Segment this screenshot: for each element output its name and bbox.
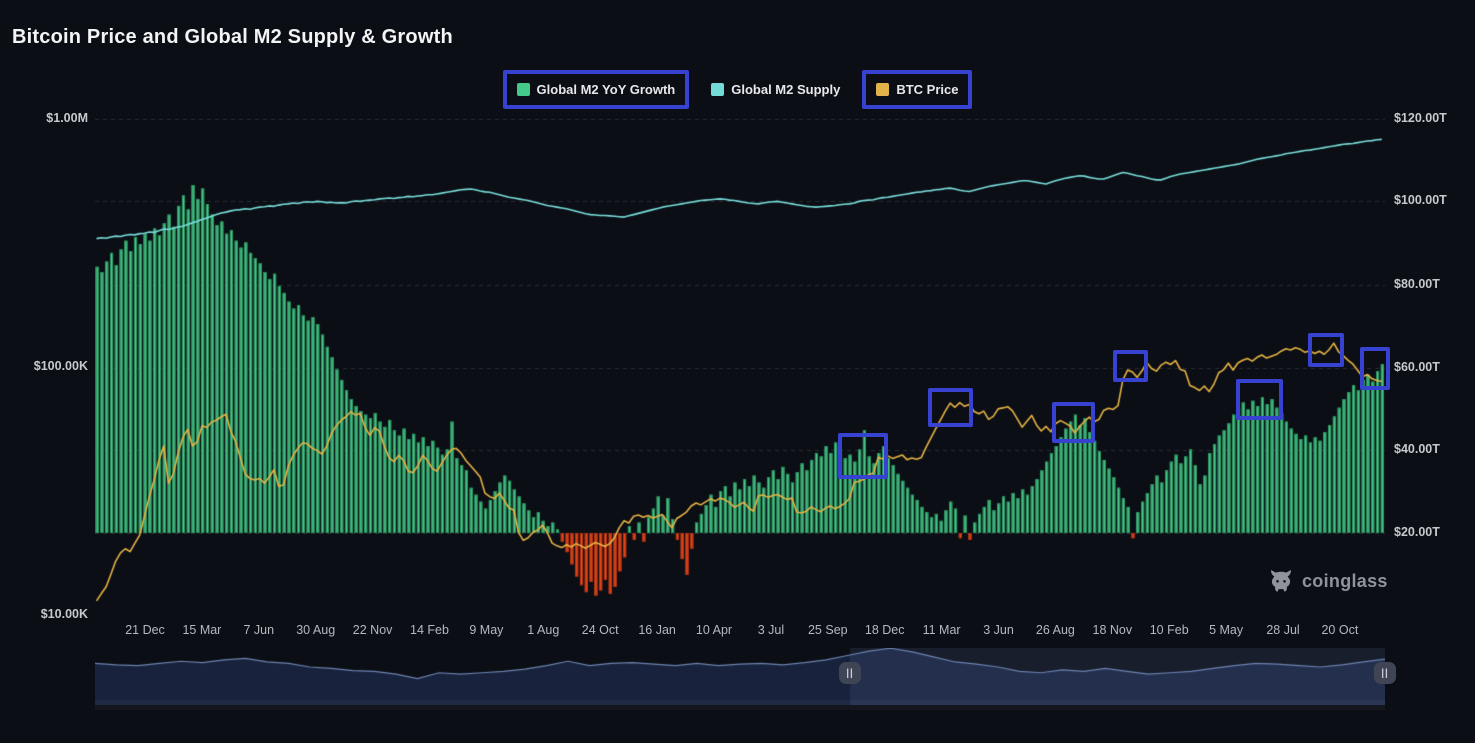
x-axis-tick-label: 3 Jun [983,623,1014,637]
x-axis-tick-label: 3 Jul [757,623,785,637]
right-axis-tick-label: $80.00T [1394,277,1440,291]
legend-item-btc-price[interactable]: BTC Price [862,70,973,109]
x-axis-tick-label: 25 Sep [807,623,848,637]
coinglass-bull-icon [1271,570,1291,592]
coinglass-watermark: coinglass [1268,568,1388,594]
navigator-right-handle[interactable]: || [1374,662,1396,684]
x-axis-tick-label: 15 Mar [182,623,222,637]
right-axis-tick-label: $40.00T [1394,442,1440,456]
navigator-left-handle[interactable]: || [839,662,861,684]
right-axis-tick-label: $60.00T [1394,360,1440,374]
annotation-box [1360,347,1390,390]
annotation-box [1236,379,1283,420]
annotation-box [928,388,973,427]
x-axis-tick-label: 16 Jan [638,623,676,637]
annotation-box [1052,402,1095,443]
right-axis-tick-label: $20.00T [1394,525,1440,539]
x-axis-tick-label: 28 Jul [1266,623,1300,637]
x-axis-tick-label: 26 Aug [1035,623,1075,637]
legend-label: BTC Price [896,82,959,97]
annotation-box [1308,333,1344,367]
right-axis-tick-label: $120.00T [1394,111,1447,125]
legend-item-m2-supply[interactable]: Global M2 Supply [701,74,850,105]
coinglass-watermark-text: coinglass [1302,570,1388,591]
main-chart-canvas[interactable] [95,110,1385,615]
legend-label: Global M2 Supply [731,82,841,97]
x-axis-tick-label: 10 Apr [695,623,733,637]
navigator-canvas[interactable] [95,648,1385,705]
x-axis-tick-label: 30 Aug [296,623,336,637]
chart-title: Bitcoin Price and Global M2 Supply & Gro… [12,26,453,48]
x-axis-tick-label: 9 May [469,623,504,637]
annotation-box [838,433,888,479]
legend-item-m2-yoy-growth[interactable]: Global M2 YoY Growth [502,70,690,109]
legend-label: Global M2 YoY Growth [536,82,676,97]
x-axis-tick-label: 18 Dec [864,623,905,637]
left-axis-tick-label: $1.00M [46,111,88,125]
x-axis-tick-label: 24 Oct [581,623,619,637]
right-axis-tick-label: $100.00T [1394,193,1447,207]
x-axis-tick-label: 18 Nov [1092,623,1133,637]
m2-supply-swatch-icon [711,83,725,96]
x-axis-tick-label: 1 Aug [527,623,560,637]
left-axis-tick-label: $100.00K [33,359,88,373]
x-axis-tick-label: 20 Oct [1321,623,1359,637]
navigator-track[interactable] [95,700,1385,710]
x-axis-tick-label: 14 Feb [410,623,449,637]
m2-yoy-growth-swatch-icon [516,83,530,96]
x-axis-tick-label: 5 May [1209,623,1244,637]
x-axis-tick-label: 11 Mar [922,623,961,637]
x-axis-tick-label: 10 Feb [1149,623,1189,637]
x-axis-tick-label: 7 Jun [243,623,275,637]
left-axis-tick-label: $10.00K [40,607,88,621]
annotation-box [1113,350,1148,382]
x-axis-tick-label: 22 Nov [352,623,393,637]
legend: Global M2 YoY Growth Global M2 Supply BT… [0,70,1475,109]
btc-price-swatch-icon [876,83,890,96]
x-axis-tick-label: 21 Dec [125,623,165,637]
